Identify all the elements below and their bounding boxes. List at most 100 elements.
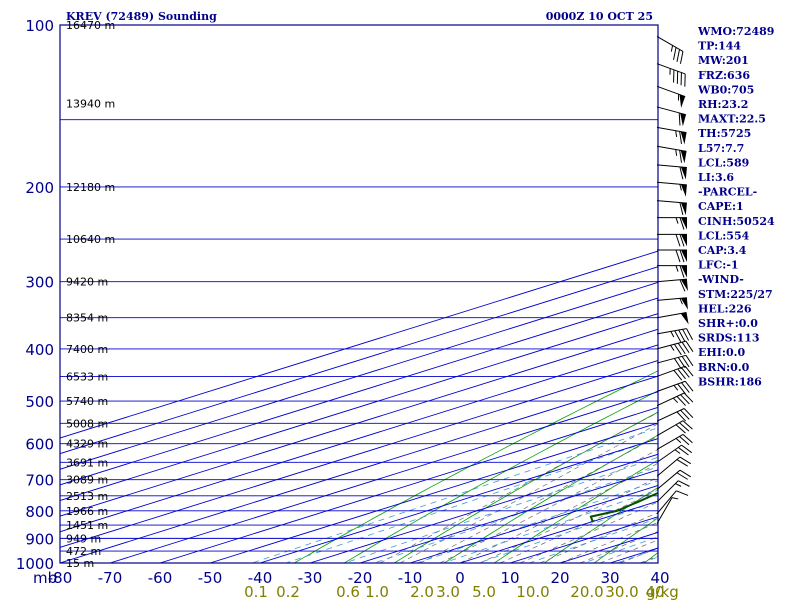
- height-label: 4329 m: [66, 438, 108, 451]
- mixing-ratio-label: 5.0: [472, 583, 496, 600]
- isotherm-line: [359, 469, 658, 563]
- sounding-index: RH:23.2: [698, 98, 748, 111]
- wind-barb-pennant: [680, 167, 687, 180]
- sounding-index: WB0:705: [697, 83, 754, 96]
- wind-barb: [657, 249, 687, 263]
- wind-barb-pennant: [679, 94, 686, 108]
- height-label: 5740 m: [66, 395, 108, 408]
- wind-barb-feather: [673, 358, 682, 370]
- height-label: 3089 m: [66, 474, 108, 487]
- wind-barb-feather: [684, 365, 694, 377]
- wind-barb-shaft: [656, 380, 686, 392]
- temperature-tick-labels: mb-80 -70 -60 -50 -40 -30 -20 -10 0 10 20 30 40: [33, 569, 670, 587]
- wind-barb-feather: [675, 234, 681, 247]
- wind-barb: [656, 278, 688, 292]
- wind-barb-feather: [677, 480, 690, 487]
- wind-barb-shaft: [656, 106, 687, 116]
- wind-barb-feather: [685, 340, 694, 352]
- sounding-index: MAXT:22.5: [698, 113, 766, 126]
- wind-barb-shaft: [656, 328, 687, 335]
- wind-barb-shaft: [656, 35, 684, 52]
- wind-barb: [656, 200, 687, 216]
- pressure-tick-label: 300: [25, 274, 54, 292]
- wind-barb-feather: [681, 444, 693, 454]
- wind-barb: [656, 145, 687, 164]
- wind-barb-shaft: [656, 340, 687, 350]
- isotherm-line: [60, 344, 658, 533]
- wind-barb: [656, 480, 690, 503]
- wind-barb-pennant: [680, 113, 686, 127]
- wind-barb-feather: [681, 367, 690, 378]
- wind-barb-feather: [682, 420, 693, 430]
- temperature-tick-label: 0: [455, 569, 465, 587]
- mixing-ratio-label: 2.0: [410, 583, 434, 600]
- wind-barb-feather: [679, 150, 683, 163]
- temperature-tick-label: -10: [398, 569, 423, 587]
- sounding-index: L57:7.7: [698, 142, 744, 155]
- wind-barb: [656, 490, 689, 515]
- wind-barb-pennant: [680, 131, 687, 145]
- wind-barb-shaft: [656, 469, 681, 490]
- isotherm-line: [109, 391, 658, 563]
- moist-adiabat-line: [559, 522, 658, 563]
- temperature-tick-label: -70: [98, 569, 123, 587]
- mixing-ratio-label: 40: [645, 583, 664, 600]
- sounding-index: LI:3.6: [698, 171, 734, 184]
- isotherm-line: [60, 313, 658, 501]
- wind-barb-shaft: [656, 145, 687, 152]
- pressure-tick-label: 600: [25, 436, 54, 454]
- wind-barb-feather: [686, 328, 694, 340]
- wind-barb-feather: [676, 472, 688, 480]
- sounding-index: MW:201: [698, 54, 749, 67]
- temperature-tick-label: 10: [500, 569, 519, 587]
- isotherm-line: [60, 375, 658, 563]
- sounding-index: CAPE:1: [698, 200, 744, 213]
- wind-barb-feather: [679, 166, 684, 180]
- wind-barb-feather: [676, 459, 688, 467]
- wind-barb-feather: [680, 394, 690, 405]
- wind-barb-shaft: [656, 420, 684, 437]
- sounding-index: -WIND-: [698, 273, 744, 286]
- pressure-tick-label: 100: [25, 17, 54, 35]
- sounding-index: WMO:72489: [697, 25, 774, 38]
- wind-barb: [656, 456, 692, 477]
- pressure-unit-label: mb: [33, 569, 57, 587]
- height-labels: 16470 m 13940 m 12180 m 10640 m 9420 m 8354 m…: [66, 19, 115, 570]
- temperature-tick-label: -60: [148, 569, 173, 587]
- wind-barb-pennant: [680, 312, 689, 325]
- mixing-ratio-label: 3.0: [436, 583, 460, 600]
- height-label: 16470 m: [66, 19, 115, 32]
- wind-barb: [656, 126, 687, 145]
- wind-barb-feather: [676, 411, 686, 422]
- sounding-index: STM:225/27: [698, 288, 773, 301]
- wind-barb-feather: [680, 409, 690, 420]
- sounding-index: CAP:3.4: [698, 244, 747, 257]
- wind-barb-half-feather: [670, 345, 675, 351]
- wind-barb-feather: [679, 249, 685, 263]
- mixing-ratio-label: 0.6: [336, 583, 360, 600]
- wind-barb-pennant: [680, 297, 688, 310]
- mixing-ratio-label: 0.1: [244, 583, 268, 600]
- wind-barb-feather: [676, 49, 681, 62]
- sounding-index: LCL:589: [698, 156, 749, 169]
- sounding-index: HEL:226: [698, 302, 752, 315]
- chart-datetime: 0000Z 10 OCT 25: [546, 10, 653, 23]
- height-label: 8354 m: [66, 312, 108, 325]
- moist-adiabat-line: [459, 462, 658, 563]
- sounding-index: TP:144: [698, 40, 741, 53]
- temperature-tick-label: 20: [550, 569, 569, 587]
- chart-title: KREV (72489) Sounding: [66, 10, 217, 23]
- wind-barb-pennant: [681, 234, 687, 247]
- wind-barb: [656, 297, 688, 310]
- mixing-ratio-label: 10.0: [516, 583, 549, 600]
- wind-barb-shaft: [656, 408, 685, 422]
- wind-barb-feather: [677, 342, 686, 355]
- wind-barb: [656, 181, 687, 197]
- sounding-index: LCL:554: [698, 229, 750, 242]
- height-label: 472 m: [66, 545, 101, 558]
- height-label: 3691 m: [66, 456, 108, 469]
- wind-barb: [656, 328, 694, 343]
- wind-barb-half-feather: [671, 497, 679, 500]
- wind-barb: [656, 365, 694, 381]
